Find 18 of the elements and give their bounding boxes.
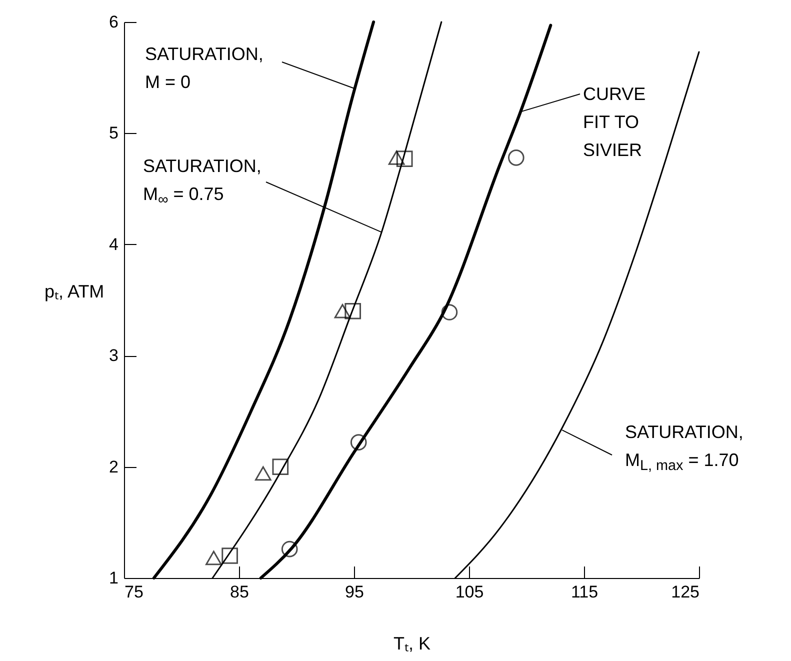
annotation: SATURATION, M$_{∞}$ = 0.75 <box>143 156 262 208</box>
y-tick-label: 6 <box>109 12 118 32</box>
annotation: SATURATION, M = 0 <box>145 44 264 92</box>
y-tick-label: 3 <box>109 346 118 366</box>
x-tick-label: 115 <box>570 582 598 602</box>
x-axis-title: Tₜ, K <box>393 634 431 654</box>
y-tick-label: 2 <box>109 457 118 476</box>
x-tick-label: 75 <box>124 582 144 602</box>
annotation: SATURATION, M$_{L, max}$ = 1.70 <box>625 422 744 474</box>
x-tick-label: 125 <box>671 582 700 602</box>
x-tick-label: 85 <box>230 582 249 602</box>
annotation: CURVE FIT TO SIVIER <box>583 84 646 160</box>
x-tick-label: 95 <box>345 582 364 602</box>
y-axis-title: pₜ, ATM <box>44 282 104 302</box>
y-tick-label: 1 <box>109 568 118 588</box>
x-tick-label: 105 <box>455 582 484 602</box>
y-tick-label: 4 <box>109 234 118 254</box>
y-tick-label: 5 <box>109 124 118 143</box>
